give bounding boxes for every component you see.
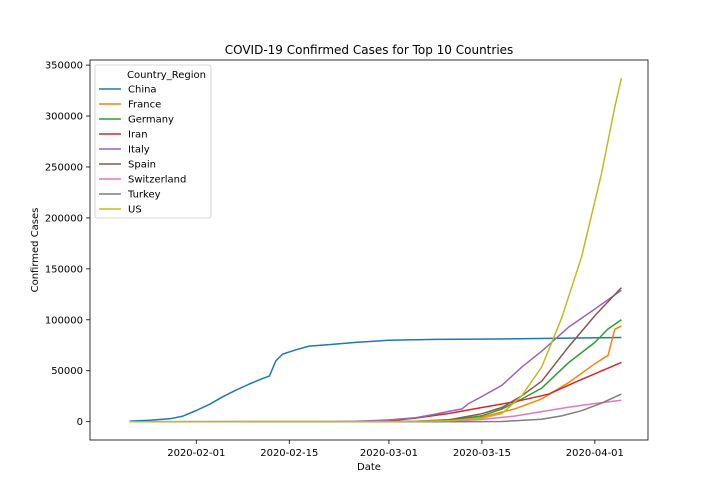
y-tick-label: 150000 bbox=[45, 264, 83, 275]
legend-title: Country_Region bbox=[127, 70, 206, 81]
legend: Country_Region China France Germany Iran Ita… bbox=[94, 64, 212, 219]
series-line-iran bbox=[129, 361, 622, 423]
series-layer bbox=[129, 78, 623, 423]
legend-label-china: China bbox=[128, 85, 157, 96]
series-line-turkey bbox=[129, 393, 622, 423]
legend-label-us: US bbox=[128, 205, 142, 216]
y-tick-label: 0 bbox=[77, 417, 83, 428]
x-axis: 2020-02-01 2020-02-15 2020-03-01 2020-03-15… bbox=[167, 440, 624, 459]
y-axis: 0 50000 100000 150000 200000 250000 300000 3500… bbox=[45, 61, 90, 428]
x-tick-label: 2020-04-01 bbox=[566, 448, 624, 459]
y-tick-label: 300000 bbox=[45, 112, 83, 123]
series-line-spain bbox=[129, 287, 622, 423]
y-tick-label: 200000 bbox=[45, 213, 83, 224]
y-tick-label: 250000 bbox=[45, 162, 83, 173]
series-line-china bbox=[129, 336, 622, 422]
chart-title: COVID-19 Confirmed Cases for Top 10 Coun… bbox=[225, 43, 514, 57]
plot-frame bbox=[89, 59, 649, 441]
legend-items: China France Germany Iran Italy Spain Switzerl… bbox=[99, 85, 186, 216]
legend-label-iran: Iran bbox=[128, 130, 148, 141]
legend-box bbox=[94, 64, 212, 219]
legend-label-turkey: Turkey bbox=[127, 190, 161, 201]
x-tick-label: 2020-02-15 bbox=[260, 448, 318, 459]
legend-label-italy: Italy bbox=[128, 145, 150, 156]
series-line-italy bbox=[129, 289, 622, 423]
x-tick-label: 2020-03-01 bbox=[360, 448, 418, 459]
x-axis-label: Date bbox=[357, 462, 381, 473]
series-line-us bbox=[129, 78, 623, 423]
x-tick-label: 2020-02-01 bbox=[167, 448, 225, 459]
y-tick-label: 350000 bbox=[45, 61, 83, 72]
y-tick-label: 50000 bbox=[51, 366, 83, 377]
legend-label-germany: Germany bbox=[128, 115, 174, 126]
plot-area bbox=[89, 59, 649, 441]
legend-label-france: France bbox=[128, 100, 161, 111]
legend-label-spain: Spain bbox=[128, 160, 156, 171]
x-tick-label: 2020-03-15 bbox=[453, 448, 511, 459]
y-tick-label: 100000 bbox=[45, 315, 83, 326]
y-axis-label: Confirmed Cases bbox=[30, 208, 41, 293]
legend-label-switzerland: Switzerland bbox=[128, 175, 186, 186]
